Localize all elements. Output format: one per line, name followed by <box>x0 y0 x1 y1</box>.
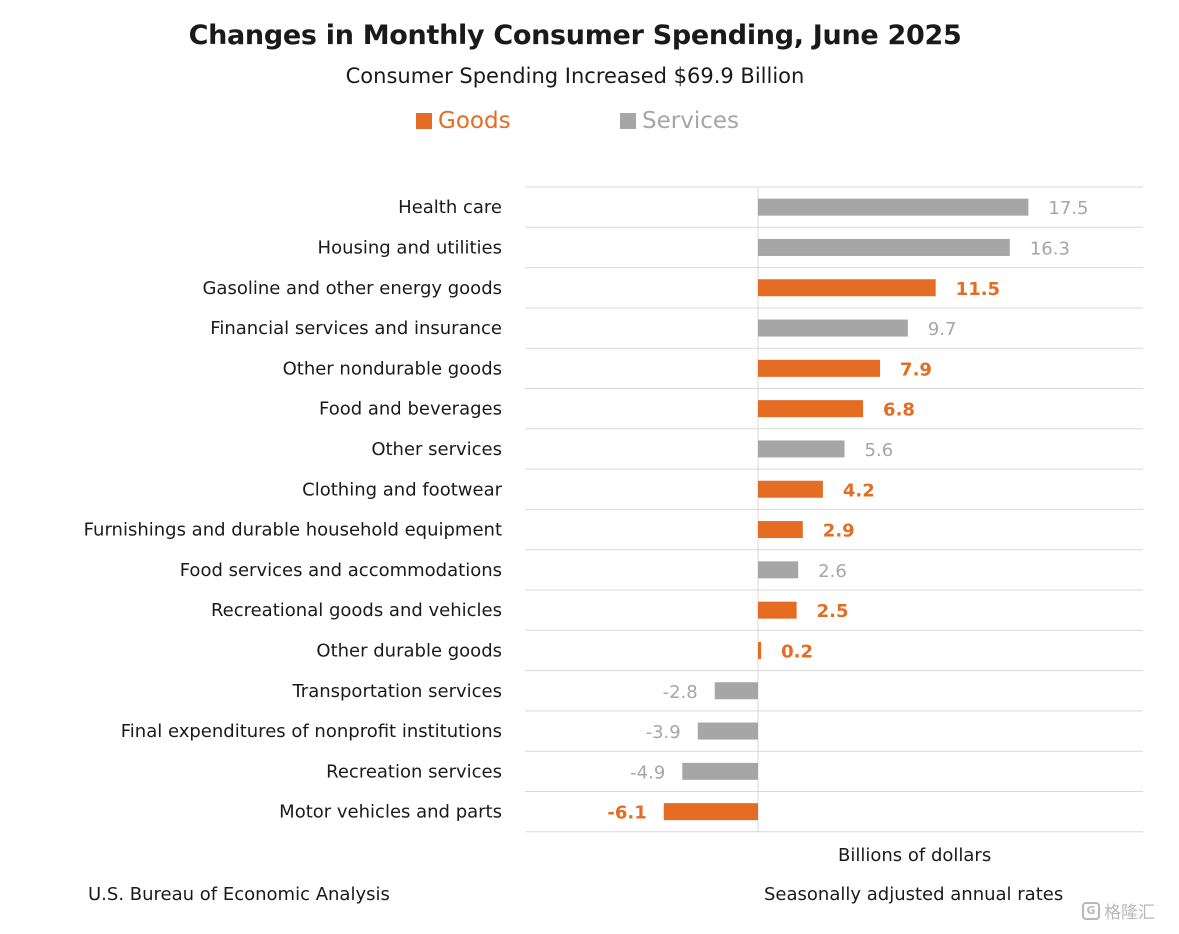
chart-title: Changes in Monthly Consumer Spending, Ju… <box>188 20 962 51</box>
category-label: Other nondurable goods <box>283 358 502 379</box>
bar <box>758 400 864 418</box>
category-label: Health care <box>398 197 502 218</box>
x-axis-title: Billions of dollars <box>838 845 992 866</box>
category-label: Furnishings and durable household equipm… <box>84 520 502 541</box>
bar <box>758 359 881 377</box>
bar <box>758 279 936 297</box>
category-label: Recreational goods and vehicles <box>211 600 502 621</box>
bar <box>758 521 803 539</box>
bar <box>714 682 758 700</box>
bar <box>758 480 823 498</box>
data-label: 17.5 <box>1048 198 1088 219</box>
bar <box>758 641 762 659</box>
bar <box>697 722 758 740</box>
watermark-logo-icon: G <box>1082 901 1100 920</box>
bar <box>758 319 908 337</box>
category-label: Other durable goods <box>316 640 502 661</box>
data-label: 5.6 <box>865 440 894 461</box>
bar <box>758 601 797 619</box>
legend-label-goods: Goods <box>438 108 511 134</box>
bar <box>682 762 758 780</box>
category-label: Food and beverages <box>319 399 502 420</box>
data-label: 4.2 <box>843 480 875 501</box>
data-label: 2.6 <box>818 561 847 582</box>
legend-item-services: Services <box>620 108 739 134</box>
data-label: -6.1 <box>607 803 646 824</box>
watermark: G 格隆汇 <box>1082 898 1155 923</box>
data-label: -4.9 <box>630 762 665 783</box>
watermark-text: 格隆汇 <box>1104 903 1155 923</box>
legend-swatch-goods <box>416 113 432 129</box>
bar <box>758 238 1010 256</box>
data-label: 6.8 <box>883 400 915 421</box>
legend-label-services: Services <box>642 108 739 134</box>
bar <box>663 803 758 821</box>
legend-swatch-services <box>620 113 636 129</box>
data-label: -3.9 <box>646 722 681 743</box>
category-label: Final expenditures of nonprofit institut… <box>121 721 502 742</box>
category-label: Gasoline and other energy goods <box>202 278 502 299</box>
source-note: U.S. Bureau of Economic Analysis <box>88 884 390 905</box>
bar <box>758 440 845 458</box>
data-label: 16.3 <box>1030 238 1070 259</box>
data-label: 0.2 <box>781 641 813 662</box>
category-label: Transportation services <box>291 681 502 702</box>
bar <box>758 561 799 579</box>
bar <box>758 198 1029 216</box>
data-label: 9.7 <box>928 319 957 340</box>
legend: Goods Services <box>0 108 1160 138</box>
category-label: Housing and utilities <box>318 237 502 258</box>
category-label: Other services <box>371 439 502 460</box>
data-label: 2.5 <box>817 601 849 622</box>
data-label: 11.5 <box>956 279 1000 300</box>
category-label: Motor vehicles and parts <box>279 802 502 823</box>
data-label: -2.8 <box>663 682 698 703</box>
category-label: Food services and accommodations <box>180 560 502 581</box>
legend-item-goods: Goods <box>416 108 511 134</box>
category-label: Recreation services <box>326 761 502 782</box>
data-label: 2.9 <box>823 521 855 542</box>
data-label: 7.9 <box>900 359 932 380</box>
rate-note: Seasonally adjusted annual rates <box>764 884 1064 905</box>
chart-subtitle: Consumer Spending Increased $69.9 Billio… <box>345 64 805 88</box>
category-label: Financial services and insurance <box>210 318 502 339</box>
category-label: Clothing and footwear <box>302 479 502 500</box>
